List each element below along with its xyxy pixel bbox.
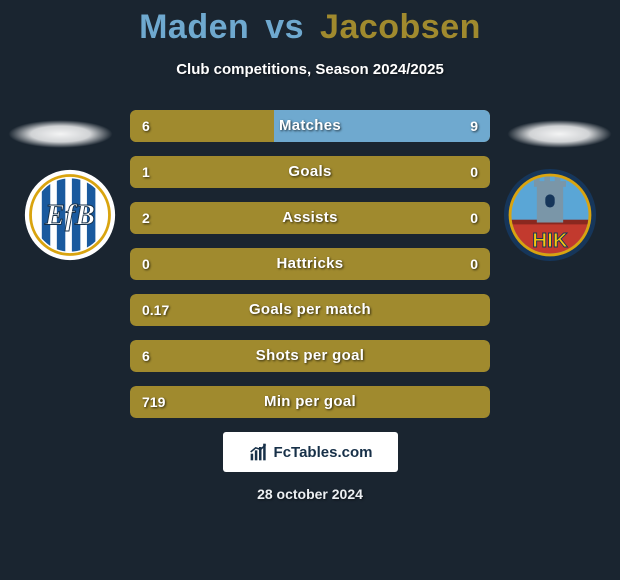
stat-row: 10Goals bbox=[130, 156, 490, 188]
team-badge-left: EfB bbox=[23, 168, 117, 262]
date-label: 28 october 2024 bbox=[0, 486, 620, 502]
stat-label: Goals per match bbox=[130, 294, 490, 326]
fctables-logo: FcTables.com bbox=[223, 432, 398, 472]
player2-name: Jacobsen bbox=[320, 8, 481, 46]
stat-row: 00Hattricks bbox=[130, 248, 490, 280]
badge-shadow-left bbox=[8, 120, 113, 148]
player1-name: Maden bbox=[139, 8, 249, 46]
stat-rows: 69Matches 10Goals 20Assists 00Hattricks 0.17… bbox=[130, 106, 490, 418]
stat-row: 0.17Goals per match bbox=[130, 294, 490, 326]
stat-label: Min per goal bbox=[130, 386, 490, 418]
stat-row: 69Matches bbox=[130, 110, 490, 142]
svg-text:HIK: HIK bbox=[532, 229, 568, 252]
comparison-title: Maden vs Jacobsen bbox=[0, 0, 620, 47]
subtitle: Club competitions, Season 2024/2025 bbox=[0, 61, 620, 78]
stat-label: Hattricks bbox=[130, 248, 490, 280]
fctables-logo-text: FcTables.com bbox=[274, 444, 373, 461]
stat-label: Matches bbox=[130, 110, 490, 142]
content-area: EfB HIK 69Matches 10Goals 20Assists 00Hattr… bbox=[0, 106, 620, 418]
stat-label: Goals bbox=[130, 156, 490, 188]
stat-label: Shots per goal bbox=[130, 340, 490, 372]
stat-label: Assists bbox=[130, 202, 490, 234]
team-badge-right: HIK bbox=[503, 168, 597, 262]
stat-row: 719Min per goal bbox=[130, 386, 490, 418]
stat-row: 6Shots per goal bbox=[130, 340, 490, 372]
vs-label: vs bbox=[265, 8, 304, 46]
svg-text:EfB: EfB bbox=[44, 197, 95, 231]
stat-row: 20Assists bbox=[130, 202, 490, 234]
badge-shadow-right bbox=[507, 120, 612, 148]
